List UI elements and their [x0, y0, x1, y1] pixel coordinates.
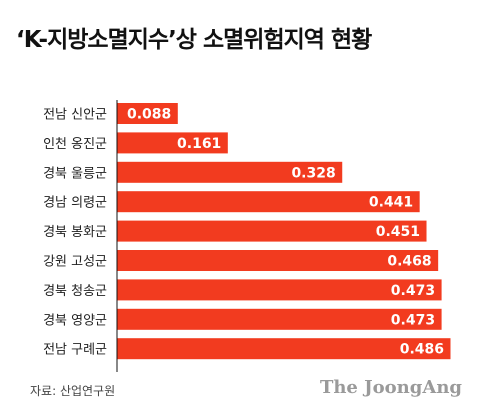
bar: [117, 103, 178, 124]
bar-value-label: 0.486: [400, 342, 444, 358]
bar: [117, 338, 451, 360]
category-label: 인천 옹진군: [43, 137, 107, 152]
chart-title: ‘K-지방소멸지수’상 소멸위험지역 현황: [16, 27, 372, 53]
brand-logo: The JoongAng: [319, 377, 462, 398]
source-note: 자료: 산업연구원: [30, 384, 116, 398]
bar-value-label: 0.441: [369, 195, 413, 211]
bar-value-label: 0.468: [387, 254, 431, 270]
category-label: 경북 울릉군: [43, 166, 107, 181]
category-label: 경북 청송군: [43, 284, 107, 299]
category-label: 경북 봉화군: [43, 225, 107, 240]
bar-value-label: 0.328: [291, 165, 335, 181]
bar: [117, 250, 439, 271]
category-label: 경북 영양군: [43, 313, 107, 328]
bar: [117, 308, 442, 330]
bar: [117, 132, 228, 154]
category-label: 경남 의령군: [43, 196, 107, 211]
category-label: 전남 구례군: [43, 343, 107, 358]
bar: [117, 191, 420, 213]
bar-value-label: 0.451: [376, 224, 420, 240]
bar-value-label: 0.161: [177, 136, 221, 152]
bar: [117, 220, 427, 242]
category-label: 강원 고성군: [43, 255, 107, 270]
bar-value-label: 0.473: [391, 283, 435, 299]
category-label: 전남 신안군: [43, 108, 107, 123]
bar: [117, 279, 442, 301]
bar-value-label: 0.088: [127, 107, 171, 123]
bar: [117, 161, 343, 183]
bar-value-label: 0.473: [391, 312, 435, 328]
